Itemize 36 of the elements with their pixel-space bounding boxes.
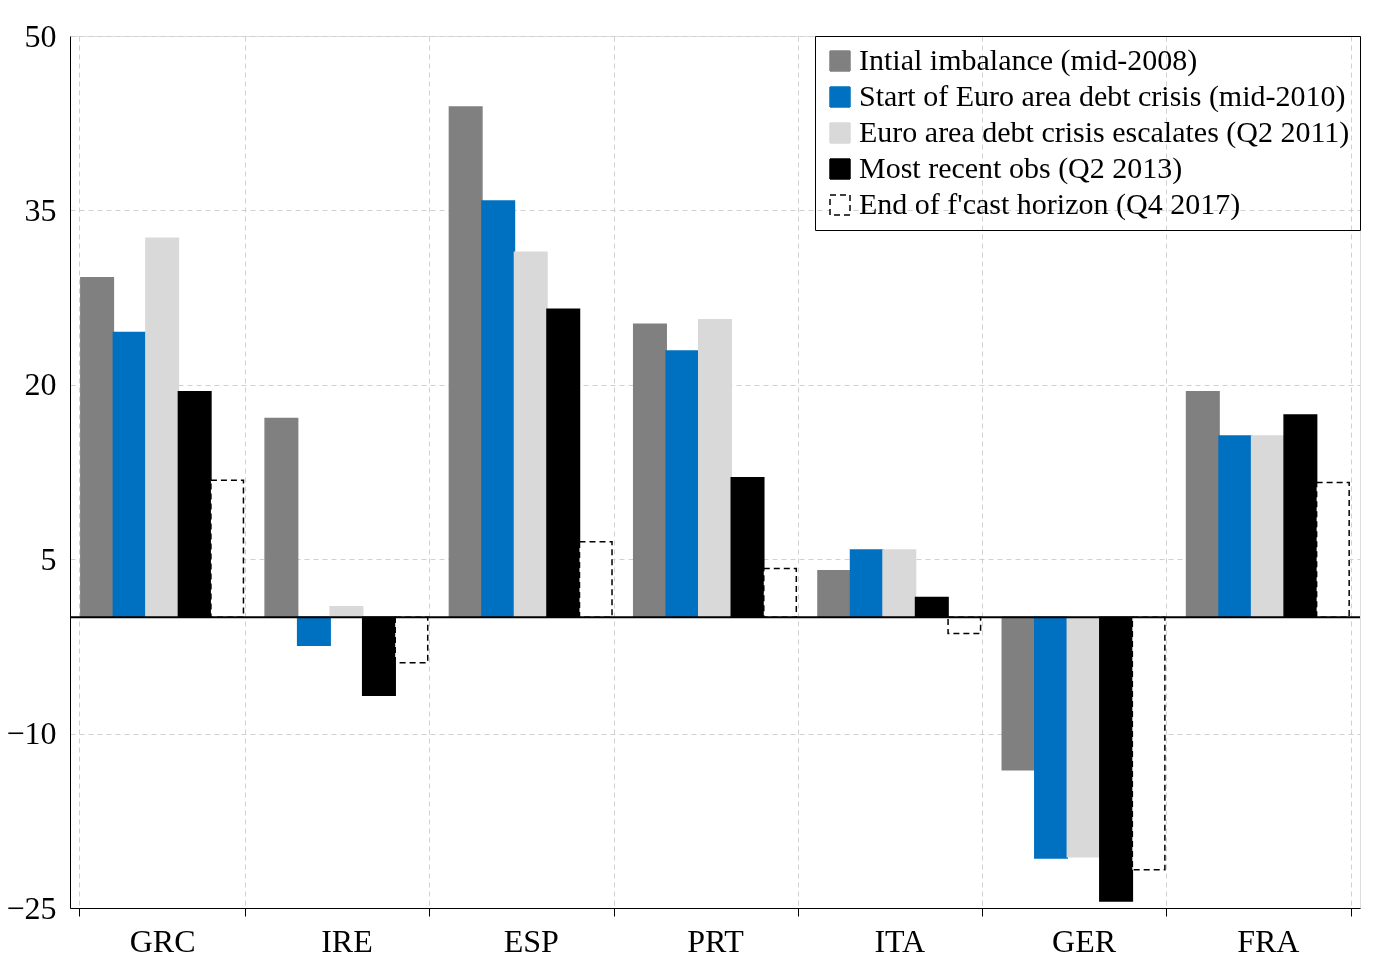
legend-label: End of f'cast horizon (Q4 2017) bbox=[859, 187, 1241, 221]
x-tick-label: PRT bbox=[687, 922, 745, 959]
legend-label: Start of Euro area debt crisis (mid-2010) bbox=[859, 79, 1346, 113]
legend-label: Most recent obs (Q2 2013) bbox=[859, 151, 1183, 185]
bar bbox=[1066, 616, 1101, 858]
y-tick-label: 5 bbox=[40, 540, 57, 577]
bar bbox=[1250, 435, 1285, 619]
bar bbox=[632, 323, 667, 619]
bar bbox=[329, 606, 364, 619]
y-tick-label: −25 bbox=[6, 889, 57, 926]
bar bbox=[849, 549, 884, 619]
bar bbox=[1185, 391, 1220, 619]
x-tick-label: ITA bbox=[874, 922, 926, 959]
x-tick-label: GER bbox=[1052, 922, 1117, 959]
bar bbox=[1034, 616, 1069, 859]
bar bbox=[1001, 616, 1036, 771]
x-tick-label: ESP bbox=[503, 922, 559, 959]
y-tick-label: 50 bbox=[24, 17, 57, 54]
x-tick-label: FRA bbox=[1237, 922, 1300, 959]
legend-label: Euro area debt crisis escalates (Q2 2011) bbox=[859, 115, 1350, 149]
bar bbox=[481, 200, 516, 619]
bar bbox=[817, 570, 852, 619]
bar bbox=[296, 616, 331, 646]
y-tick-label: 35 bbox=[24, 191, 57, 228]
bar bbox=[448, 106, 483, 619]
x-tick-label: GRC bbox=[129, 922, 196, 959]
bar bbox=[264, 417, 299, 619]
bar bbox=[80, 277, 115, 619]
bar bbox=[513, 251, 548, 619]
y-tick-label: −10 bbox=[6, 715, 57, 752]
legend-label: Intial imbalance (mid-2008) bbox=[859, 43, 1198, 77]
bar bbox=[112, 331, 147, 619]
bar bbox=[1218, 435, 1253, 619]
bar bbox=[665, 350, 700, 619]
x-tick-label: IRE bbox=[321, 922, 373, 959]
y-tick-label: 20 bbox=[24, 366, 57, 403]
